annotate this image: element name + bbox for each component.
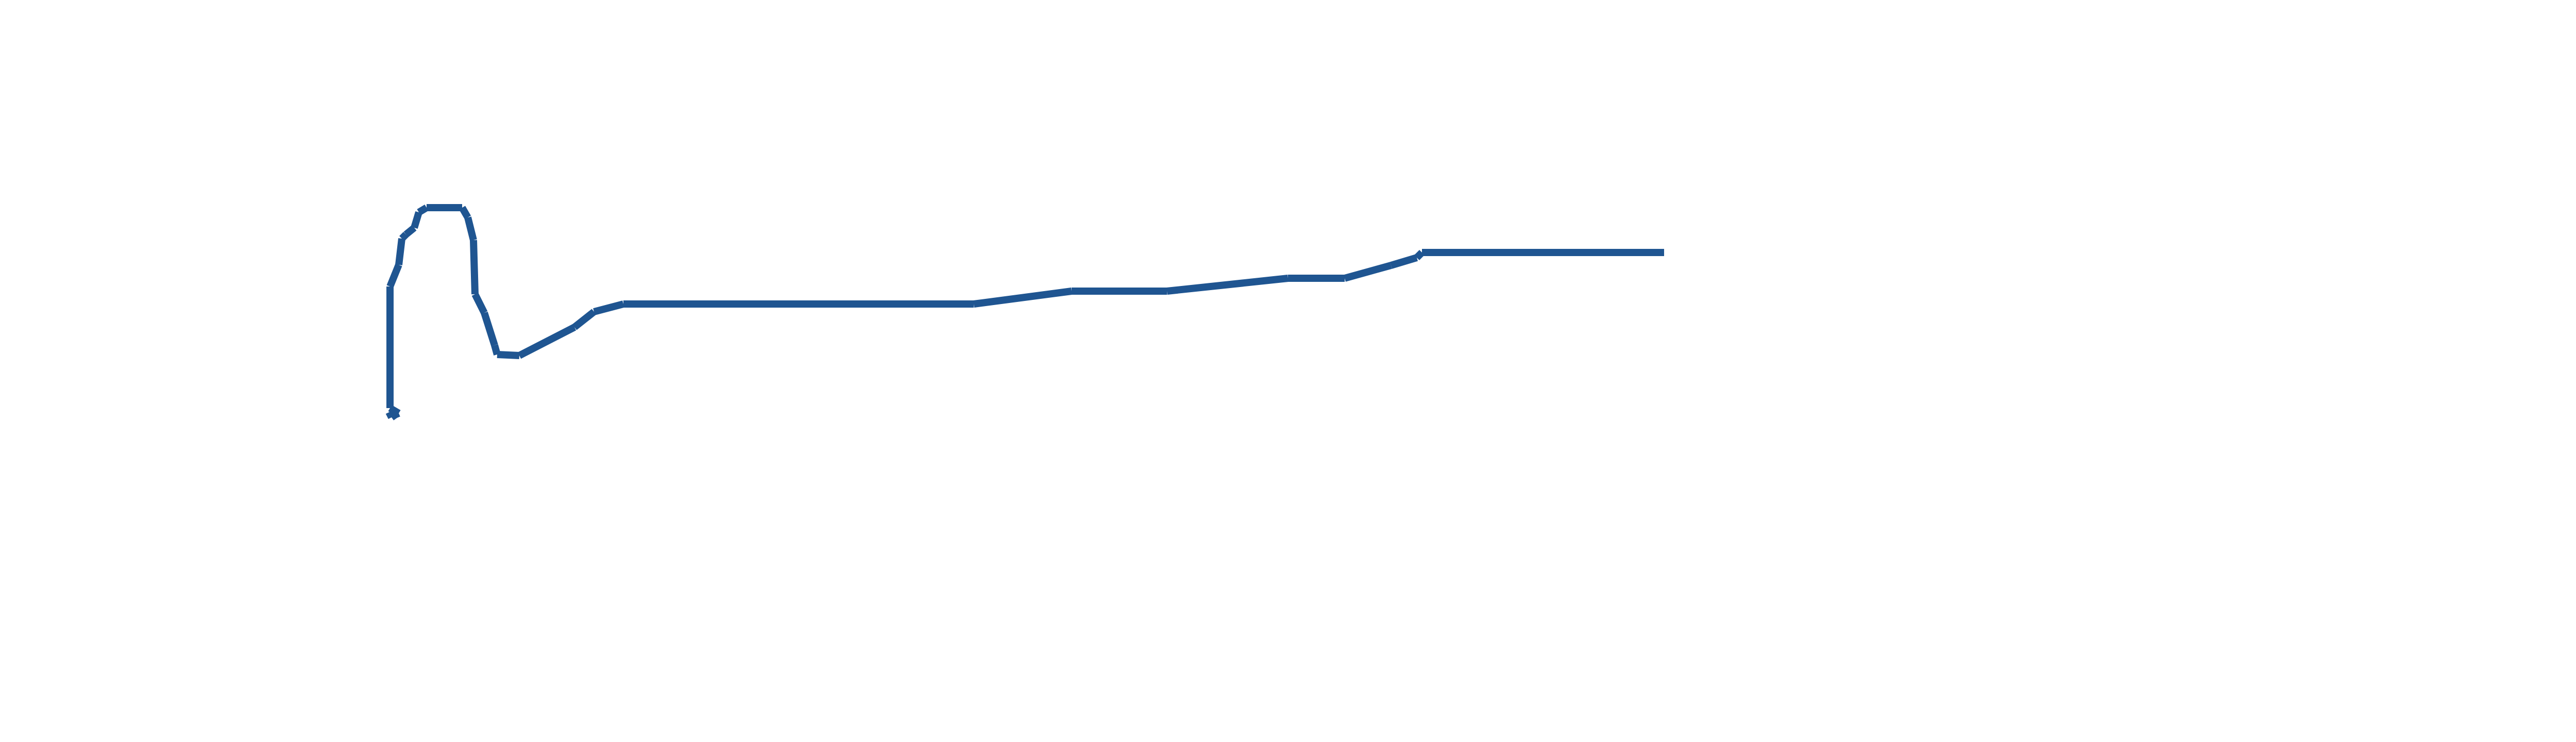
line-segment [471, 292, 488, 315]
line-segment [389, 412, 398, 420]
line-segment [517, 324, 577, 359]
line-segment [593, 300, 624, 315]
line-segment [417, 204, 429, 216]
line-segment [1166, 275, 1289, 295]
line-segment [497, 351, 520, 359]
line-segment [411, 211, 422, 229]
line-segment [491, 344, 501, 356]
line-segment [464, 216, 477, 241]
line-segment [1344, 262, 1392, 282]
line-segment [481, 311, 498, 347]
line-segment [386, 263, 402, 288]
line-segment [1414, 250, 1425, 260]
line-segment [395, 238, 405, 265]
line-segment [403, 225, 417, 238]
line-segment [459, 206, 471, 220]
line-segment [388, 404, 401, 417]
line-segment [470, 240, 479, 295]
series-0 [385, 204, 1664, 420]
line-segment [572, 309, 597, 330]
line-segment [973, 288, 1072, 308]
line-segment [1389, 254, 1418, 269]
line-segment [399, 232, 409, 241]
